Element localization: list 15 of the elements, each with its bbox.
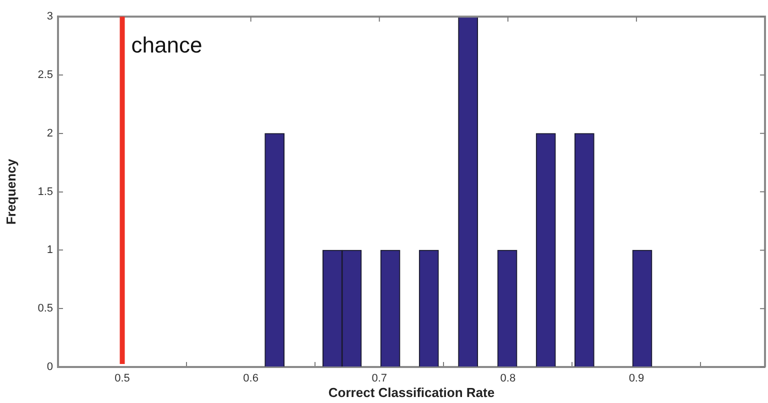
x-axis-title: Correct Classification Rate [328,384,495,400]
y-tick-label: 1 [46,244,53,256]
x-tick-label: 0.9 [628,372,644,385]
y-tick-label: 1.5 [38,186,53,198]
x-tick-label: 0.5 [114,372,130,385]
x-tick-label: 0.7 [372,372,388,385]
y-tick-label: 0.5 [38,302,53,315]
y-axis-title: Frequency [3,158,18,225]
y-tick-label: 0 [46,361,53,374]
y-tick-label: 2.5 [38,69,53,82]
y-tick-label: 3 [46,10,53,23]
y-tick-label: 2 [46,127,53,140]
x-tick-label: 0.8 [500,372,516,385]
x-tick-label: 0.6 [243,372,258,385]
ref-line-label: chance [131,32,202,58]
